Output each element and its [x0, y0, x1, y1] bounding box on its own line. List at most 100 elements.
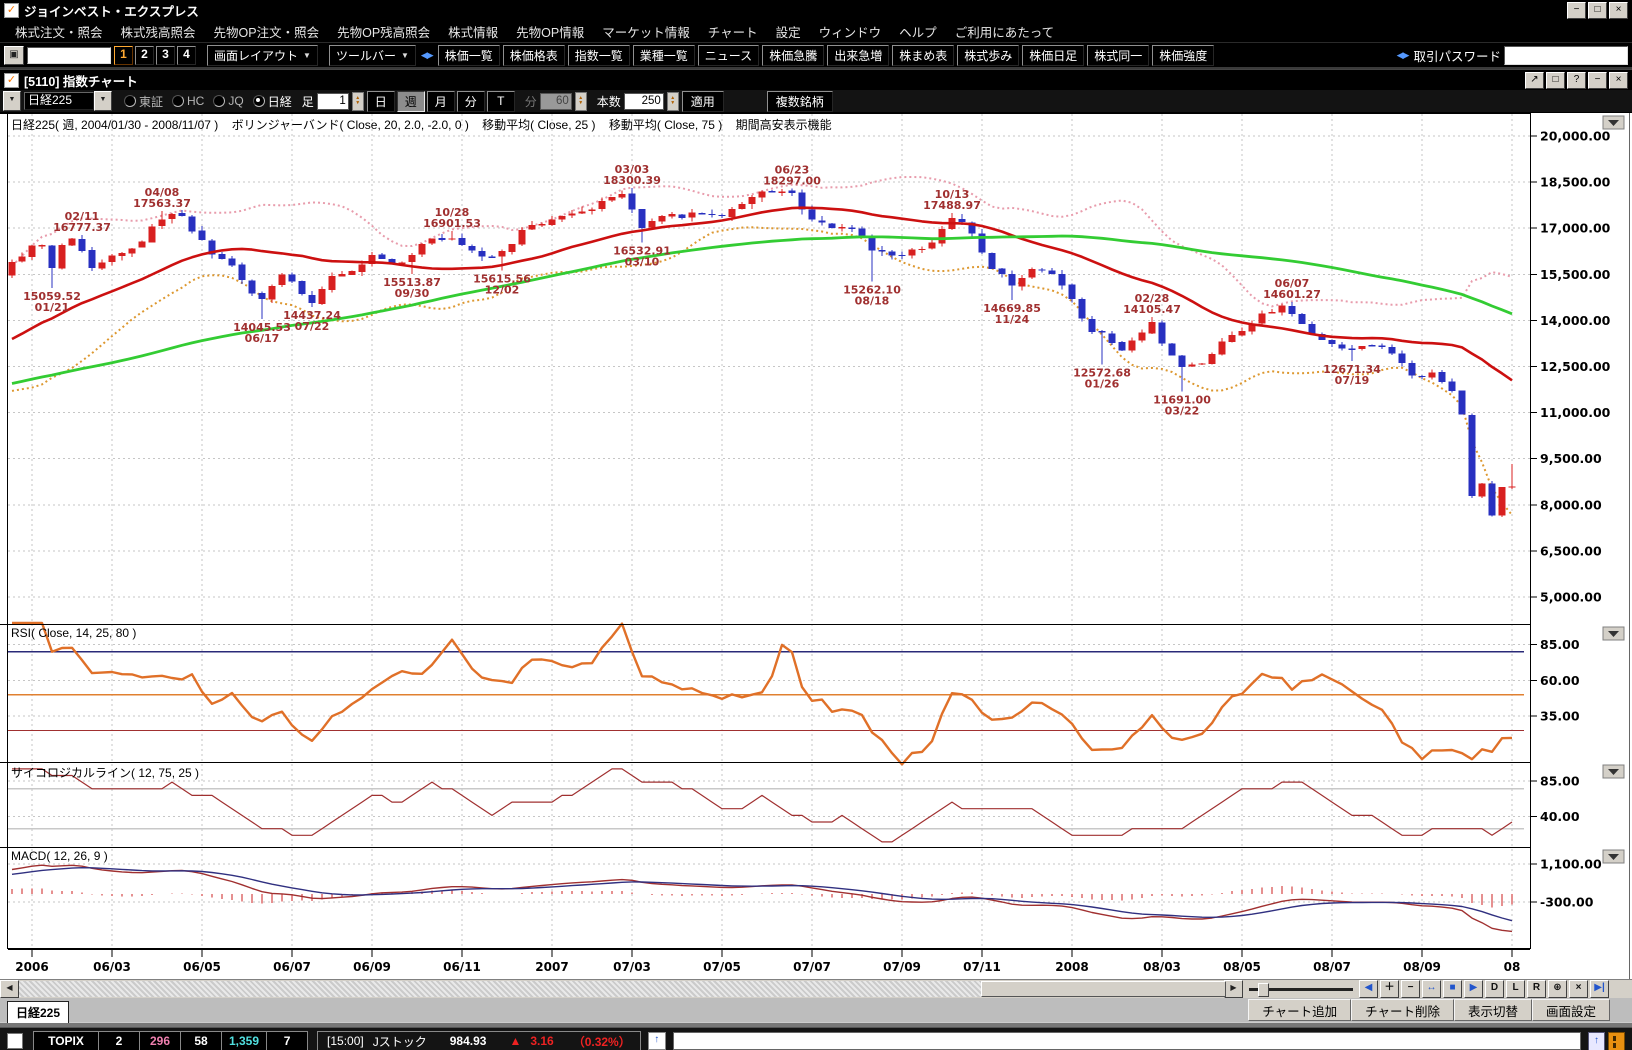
layout-dropdown-button[interactable]: 画面レイアウト ▼ — [207, 44, 318, 66]
screen-button-3[interactable]: 3 — [156, 45, 175, 65]
quick-button-5[interactable]: 株価急騰 — [762, 44, 825, 66]
slider-thumb[interactable] — [1258, 983, 1269, 997]
chevron-down-icon: ▼ — [400, 50, 409, 60]
scrollbar-thumb[interactable] — [981, 981, 1226, 997]
chart-canvas[interactable]: 20,000.00 18,500.00 17,000.00 15,500.00 14,0… — [0, 113, 1632, 979]
menu-item-5[interactable]: 先物OP情報 — [516, 25, 585, 40]
tab-nikkei225[interactable]: 日経225 — [7, 1000, 70, 1023]
menu-item-6[interactable]: マーケット情報 — [602, 25, 690, 40]
chart-nav-button-8[interactable]: R — [1527, 980, 1546, 998]
panel-dropdown-button[interactable] — [1602, 626, 1625, 641]
quick-button-11[interactable]: 株価強度 — [1152, 44, 1215, 66]
scroll-up-icon[interactable]: ↑ — [1588, 1031, 1605, 1050]
status-checkbox[interactable] — [7, 1033, 23, 1049]
screen-button-4[interactable]: 4 — [177, 45, 196, 65]
panel-dropdown-button[interactable] — [1602, 115, 1625, 130]
popout-button[interactable]: ↗ — [1525, 71, 1544, 89]
spinner-control[interactable]: ▲ ▼ — [666, 91, 679, 111]
quick-button-6[interactable]: 出来急増 — [827, 44, 890, 66]
screen-button-1[interactable]: 1 — [114, 45, 133, 65]
candle-body — [1458, 390, 1466, 415]
menu-item-11[interactable]: ご利用にあたって — [954, 25, 1055, 40]
quick-button-4[interactable]: ニュース — [697, 44, 760, 66]
interval-input[interactable] — [316, 92, 349, 110]
pane-splitter-icon[interactable]: ◀▶ — [420, 49, 434, 60]
screen-button-2[interactable]: 2 — [135, 45, 154, 65]
radio-HC[interactable] — [172, 95, 185, 107]
menu-item-2[interactable]: 先物OP注文・照会 — [213, 25, 320, 40]
chart-nav-button-6[interactable]: D — [1485, 980, 1504, 998]
expand-up-button[interactable]: ↑ — [647, 1032, 666, 1050]
chart-nav-button-9[interactable]: ⊕ — [1548, 980, 1567, 998]
toolbar-dropdown-button[interactable]: ツールバー ▼ — [328, 44, 416, 66]
chart-nav-button-11[interactable]: ▶| — [1590, 980, 1609, 998]
menu-item-3[interactable]: 先物OP残高照会 — [337, 25, 431, 40]
chart-action-button-1[interactable]: チャート削除 — [1351, 999, 1454, 1021]
chart-nav-button-5[interactable]: ▶ — [1464, 980, 1483, 998]
multi-symbol-button[interactable]: 複数銘柄 — [766, 90, 833, 112]
quick-button-1[interactable]: 株価格表 — [502, 44, 565, 66]
radio-label-東証: 東証 — [139, 94, 164, 109]
menu-item-0[interactable]: 株式注文・照会 — [15, 25, 103, 40]
period-button-週[interactable]: 週 — [396, 90, 425, 112]
chart-nav-button-0[interactable]: ◀ — [1359, 980, 1378, 998]
quick-button-10[interactable]: 株式同一 — [1087, 44, 1150, 66]
chevron-down-icon[interactable]: ▼ — [94, 91, 112, 111]
zoom-slider[interactable] — [1249, 981, 1353, 997]
close-button[interactable]: × — [1609, 71, 1628, 89]
period-button-T[interactable]: T — [486, 90, 515, 112]
menu-item-8[interactable]: 設定 — [775, 25, 801, 40]
period-button-月[interactable]: 月 — [426, 90, 455, 112]
chart-action-button-2[interactable]: 表示切替 — [1453, 999, 1532, 1021]
menu-item-10[interactable]: ヘルプ — [899, 25, 937, 40]
candle-body — [18, 256, 26, 262]
quick-button-9[interactable]: 株価日足 — [1022, 44, 1085, 66]
chart-menu-dropdown-button[interactable]: ▼ — [3, 91, 21, 111]
x-axis-label: 07/09 — [883, 960, 921, 974]
panel-dropdown-button[interactable] — [1602, 764, 1625, 779]
candle-body — [248, 280, 256, 294]
quick-button-7[interactable]: 株まめ表 — [892, 44, 955, 66]
minimize-button[interactable]: − — [1567, 1, 1586, 19]
period-button-分[interactable]: 分 — [456, 90, 485, 112]
chart-nav-button-4[interactable]: ■ — [1443, 980, 1462, 998]
chevron-down-icon — [1608, 769, 1619, 775]
period-button-日[interactable]: 日 — [366, 90, 395, 112]
pane-splitter-icon[interactable]: ◀▶ — [1396, 49, 1410, 60]
bars-input[interactable] — [623, 92, 664, 110]
chart-nav-button-3[interactable]: ↔ — [1422, 980, 1441, 998]
copy-button[interactable]: □ — [1546, 71, 1565, 89]
restore-button[interactable]: □ — [1588, 1, 1607, 19]
quick-button-3[interactable]: 業種一覧 — [632, 44, 695, 66]
quick-button-2[interactable]: 指数一覧 — [567, 44, 630, 66]
radio-JQ[interactable] — [213, 95, 226, 107]
cascade-windows-icon[interactable]: ▣ — [4, 45, 24, 65]
radio-東証[interactable] — [124, 95, 136, 107]
radio-日経[interactable] — [252, 95, 265, 107]
chart-nav-button-10[interactable]: × — [1569, 980, 1588, 998]
quick-button-8[interactable]: 株式歩み — [957, 44, 1020, 66]
panel-dropdown-button[interactable] — [1602, 849, 1625, 864]
spinner-control[interactable]: ▲ ▼ — [351, 91, 364, 111]
scroll-left-button[interactable]: ◀ — [0, 980, 19, 998]
trade-password-input[interactable] — [1504, 45, 1628, 65]
chart-action-button-0[interactable]: チャート追加 — [1248, 999, 1352, 1021]
menu-item-7[interactable]: チャート — [707, 25, 758, 40]
apply-button[interactable]: 適用 — [681, 90, 724, 112]
chart-action-button-3[interactable]: 画面設定 — [1531, 999, 1610, 1021]
horizontal-scrollbar[interactable] — [19, 981, 1226, 997]
minimize-button[interactable]: − — [1588, 71, 1607, 89]
screen-number-input[interactable] — [27, 46, 111, 64]
close-button[interactable]: × — [1609, 1, 1628, 19]
menu-item-1[interactable]: 株式残高照会 — [120, 25, 196, 40]
help-button[interactable]: ? — [1567, 71, 1586, 89]
chart-nav-button-7[interactable]: L — [1506, 980, 1525, 998]
menu-item-9[interactable]: ウィンドウ — [818, 25, 882, 40]
quick-button-0[interactable]: 株価一覧 — [437, 44, 500, 66]
chart-nav-button-2[interactable]: − — [1401, 980, 1420, 998]
x-axis-label: 08/09 — [1403, 960, 1441, 974]
menu-item-4[interactable]: 株式情報 — [448, 25, 499, 40]
symbol-combo[interactable]: 日経225 ▼ — [24, 91, 112, 111]
scroll-right-button[interactable]: ▶ — [1224, 980, 1243, 998]
chart-nav-button-1[interactable]: ＋ — [1380, 980, 1399, 998]
